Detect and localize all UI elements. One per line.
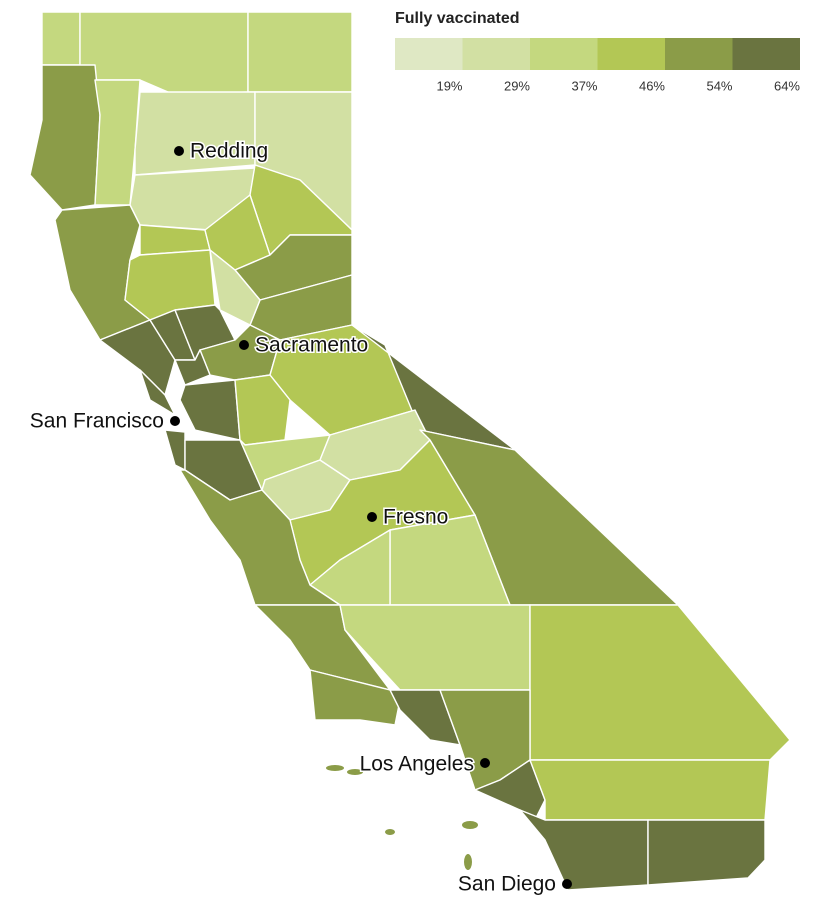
legend-tick-label: 64%	[774, 78, 800, 93]
island	[462, 821, 478, 829]
county	[139, 369, 176, 416]
county	[647, 819, 766, 886]
legend-tick-label: 37%	[571, 78, 597, 93]
county	[174, 349, 211, 386]
city-dot	[480, 758, 490, 768]
island	[464, 854, 472, 870]
island	[326, 765, 344, 771]
county	[247, 11, 353, 93]
legend-swatch	[530, 38, 598, 70]
legend: Fully vaccinated 19% 29% 37% 46% 54% 64%	[395, 10, 800, 93]
county	[164, 429, 186, 471]
legend-tick-label: 46%	[639, 78, 665, 93]
city-label: Sacramento	[255, 334, 368, 357]
county	[29, 64, 101, 211]
city-dot	[239, 340, 249, 350]
legend-swatch	[665, 38, 733, 70]
county	[179, 469, 341, 606]
city-label: San Diego	[458, 873, 556, 896]
legend-tick-label: 54%	[706, 78, 732, 93]
city-label: Los Angeles	[360, 753, 474, 776]
legend-swatch	[597, 38, 665, 70]
city-label: Fresno	[383, 506, 448, 529]
city-dot	[562, 879, 572, 889]
island	[347, 769, 363, 775]
legend-tick-label: 29%	[504, 78, 530, 93]
city-dot	[367, 512, 377, 522]
county	[99, 319, 176, 396]
county	[134, 91, 256, 176]
county	[529, 604, 791, 761]
city-dot	[170, 416, 180, 426]
city-label: Redding	[190, 140, 268, 163]
city-label: San Francisco	[30, 410, 164, 433]
legend-title: Fully vaccinated	[395, 10, 520, 27]
county	[209, 249, 261, 326]
city-dot	[174, 146, 184, 156]
county	[529, 759, 771, 821]
legend-swatch	[732, 38, 800, 70]
cities: Redding Sacramento San Francisco Fresno …	[28, 138, 572, 897]
counties	[29, 11, 791, 891]
county	[389, 689, 461, 746]
legend-swatch	[395, 38, 463, 70]
legend-tick-label: 19%	[436, 78, 462, 93]
island	[385, 829, 395, 835]
legend-swatch	[462, 38, 530, 70]
county	[41, 11, 81, 66]
county	[309, 669, 401, 726]
county	[179, 379, 241, 441]
